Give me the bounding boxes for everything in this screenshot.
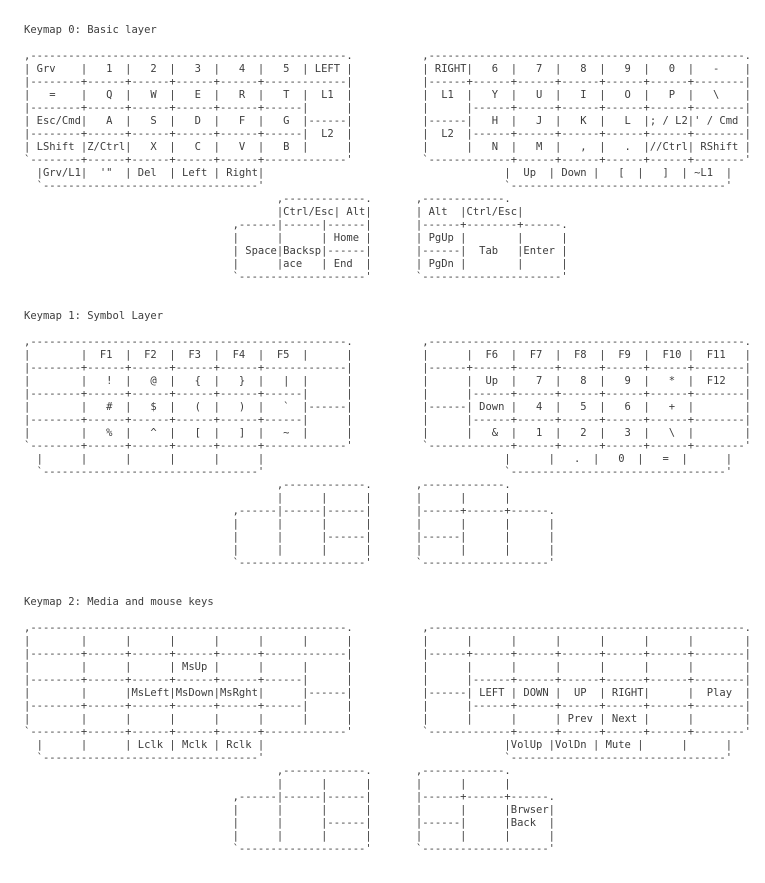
- keymap-section-basic-layer: Keymap 0: Basic layer ,-----------------…: [24, 24, 765, 284]
- keymap-0-heading: Keymap 0: Basic layer: [24, 24, 157, 36]
- keymap-2-heading: Keymap 2: Media and mouse keys: [24, 596, 214, 608]
- keymap-2-ascii-art: ,---------------------------------------…: [24, 622, 751, 855]
- keymap-1-heading: Keymap 1: Symbol Layer: [24, 310, 164, 322]
- keymap-1-ascii-art: ,---------------------------------------…: [24, 336, 751, 569]
- keymap-document: Keymap 0: Basic layer ,-----------------…: [24, 24, 765, 856]
- keymap-section-symbol-layer: Keymap 1: Symbol Layer ,----------------…: [24, 310, 765, 570]
- keymap-0-ascii-art: ,---------------------------------------…: [24, 50, 751, 283]
- keymap-section-media-mouse: Keymap 2: Media and mouse keys ,--------…: [24, 596, 765, 856]
